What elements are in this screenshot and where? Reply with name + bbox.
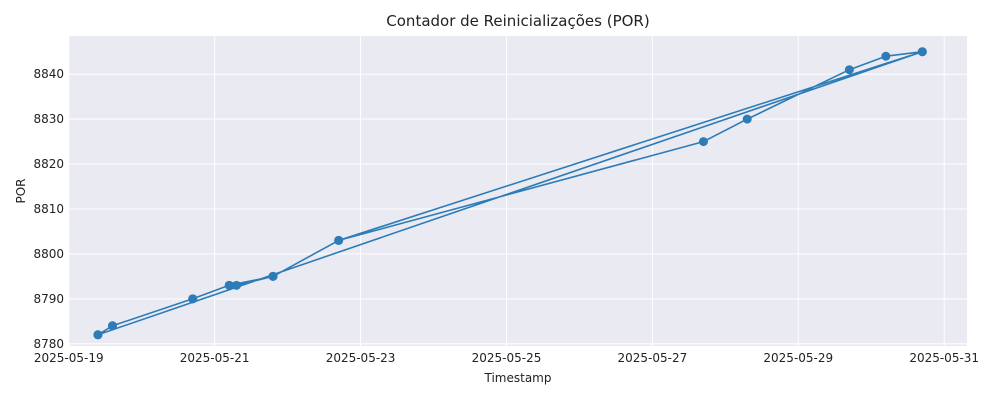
x-axis-label: Timestamp: [484, 371, 552, 385]
x-tick-label: 2025-05-29: [763, 351, 833, 365]
y-tick-label: 8840: [33, 67, 64, 81]
series-group: [93, 47, 927, 340]
data-point: [844, 65, 854, 75]
data-point: [93, 330, 103, 340]
x-tick-label: 2025-05-31: [909, 351, 979, 365]
y-tick-label: 8820: [33, 157, 64, 171]
y-tick-label: 8800: [33, 247, 64, 261]
y-axis-label: POR: [14, 178, 28, 203]
data-point: [224, 280, 234, 290]
x-grid: [68, 36, 945, 346]
data-point: [881, 51, 891, 61]
y-tick-labels: 8780 8790 8800 8810 8820 8830 8840: [33, 67, 64, 351]
y-grid: [69, 73, 967, 345]
x-tick-label: 2025-05-27: [618, 351, 688, 365]
x-tick-label: 2025-05-23: [326, 351, 396, 365]
x-tick-label: 2025-05-19: [34, 351, 104, 365]
x-tick-labels: 2025-05-19 2025-05-21 2025-05-23 2025-05-25…: [34, 351, 979, 365]
data-point: [917, 47, 927, 57]
x-tick-label: 2025-05-21: [180, 351, 250, 365]
data-point: [698, 137, 708, 147]
y-tick-label: 8790: [33, 292, 64, 306]
y-tick-label: 8780: [33, 337, 64, 351]
data-point: [334, 235, 344, 245]
y-tick-label: 8830: [33, 112, 64, 126]
x-tick-label: 2025-05-25: [472, 351, 542, 365]
data-point: [188, 294, 198, 304]
data-point: [268, 271, 278, 281]
data-point: [232, 280, 242, 290]
chart-title: Contador de Reinicializações (POR): [386, 12, 649, 30]
data-point: [108, 321, 118, 331]
y-tick-label: 8810: [33, 202, 64, 216]
data-point: [742, 114, 752, 124]
